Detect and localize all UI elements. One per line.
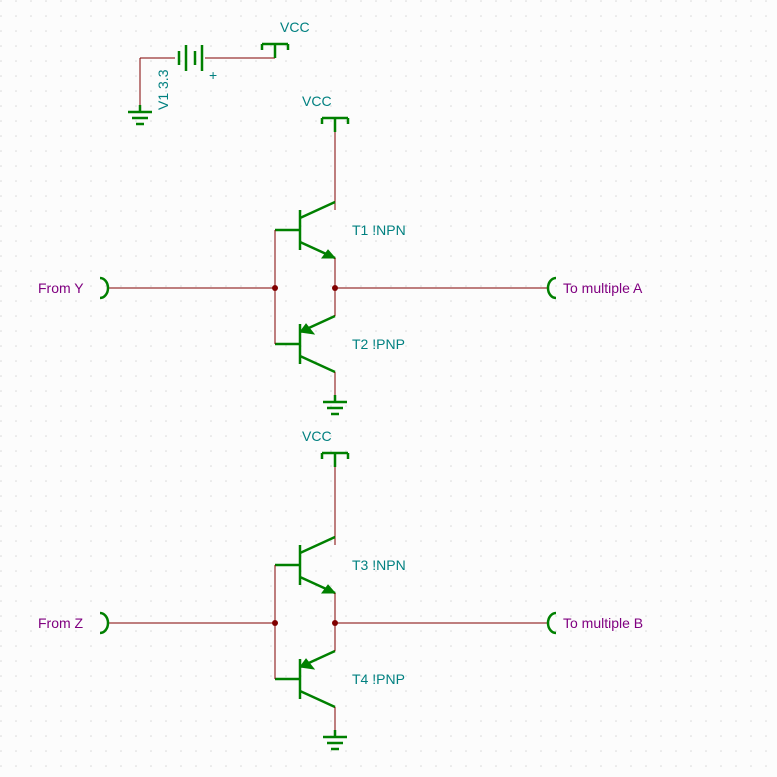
t1-label: T1 !NPN: [352, 222, 406, 238]
from-y-label: From Y: [38, 280, 84, 296]
t3-label: T3 !NPN: [352, 557, 406, 573]
vcc-top-label: VCC: [280, 19, 310, 35]
t4-label: T4 !PNP: [352, 671, 405, 687]
v1-label: V1 3.3: [155, 69, 171, 110]
plus-label: +: [209, 67, 217, 83]
t2-label: T2 !PNP: [352, 336, 405, 352]
vcc2-label: VCC: [302, 428, 332, 444]
schematic-canvas: + V1 3.3 VCC VCC T1: [0, 0, 777, 777]
port-to-b: To multiple B: [548, 613, 643, 633]
to-b-label: To multiple B: [563, 615, 643, 631]
port-to-a: To multiple A: [548, 278, 643, 298]
to-a-label: To multiple A: [563, 280, 643, 296]
vcc1-label: VCC: [302, 93, 332, 109]
from-z-label: From Z: [38, 615, 84, 631]
